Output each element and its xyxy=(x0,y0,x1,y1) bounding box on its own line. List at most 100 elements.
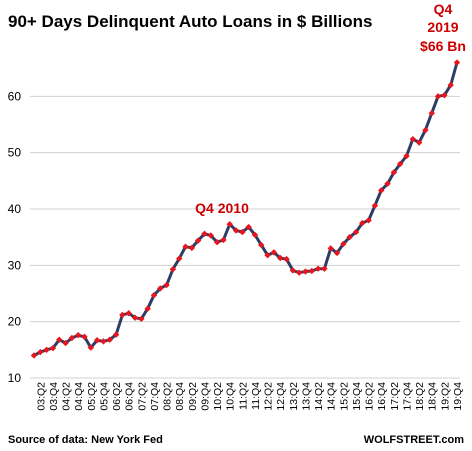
x-tick-label: 17:Q2 xyxy=(389,382,401,411)
data-point xyxy=(93,337,101,344)
series-group xyxy=(30,59,461,359)
x-axis-ticks: 03:Q2 03:Q4 04:Q2 04:Q4 05:Q2 05:Q4 06:Q2 06:Q4… xyxy=(35,382,464,411)
data-point xyxy=(390,169,398,176)
data-point xyxy=(30,352,38,359)
data-point xyxy=(176,255,183,262)
annotation-q4: Q4 xyxy=(434,1,453,17)
data-point xyxy=(371,202,379,209)
x-tick-label: 07:Q4 xyxy=(149,382,161,411)
data-point xyxy=(428,110,435,117)
data-point xyxy=(447,81,454,89)
data-point xyxy=(403,152,410,160)
data-point xyxy=(352,228,360,236)
x-tick-label: 10:Q4 xyxy=(225,382,237,411)
x-tick-label: 19:Q2 xyxy=(439,382,451,411)
source-note: Source of data: New York Fed xyxy=(8,434,163,446)
x-tick-label: 07:Q2 xyxy=(136,382,148,411)
brand-label: WOLFSTREET.com xyxy=(364,434,464,446)
data-point xyxy=(359,219,366,227)
data-point xyxy=(87,344,95,351)
data-point xyxy=(365,217,372,224)
data-point xyxy=(270,249,278,256)
data-point xyxy=(396,160,404,168)
x-tick-label: 18:Q4 xyxy=(427,382,439,411)
data-point xyxy=(106,336,113,343)
x-tick-label: 15:Q4 xyxy=(351,382,363,411)
data-point xyxy=(119,311,126,319)
data-point xyxy=(333,249,341,257)
x-tick-label: 08:Q2 xyxy=(162,382,174,411)
data-point xyxy=(49,344,57,352)
data-point xyxy=(327,245,334,252)
y-axis-ticks: 10 20 30 40 50 60 xyxy=(8,89,22,385)
data-point xyxy=(220,236,227,244)
x-tick-label: 16:Q2 xyxy=(364,382,376,411)
data-point xyxy=(169,266,177,273)
x-tick-label: 15:Q2 xyxy=(338,382,350,411)
x-tick-label: 11:Q2 xyxy=(237,382,249,410)
data-point xyxy=(378,187,385,194)
x-tick-label: 06:Q4 xyxy=(124,382,136,411)
data-point xyxy=(308,267,315,275)
y-tick-label: 30 xyxy=(8,258,22,272)
y-tick-label: 20 xyxy=(8,315,22,329)
x-tick-label: 13:Q4 xyxy=(300,382,312,411)
data-point xyxy=(434,93,442,100)
data-point xyxy=(245,223,252,231)
data-point xyxy=(125,310,132,317)
data-point xyxy=(409,135,417,143)
annotation-66bn: $66 Bn xyxy=(420,38,466,54)
data-point xyxy=(258,241,265,249)
data-point xyxy=(295,269,303,276)
x-tick-label: 13:Q2 xyxy=(288,382,300,411)
data-point xyxy=(68,334,76,342)
x-tick-label: 03:Q4 xyxy=(48,382,60,411)
data-point xyxy=(340,240,347,248)
x-tick-label: 09:Q4 xyxy=(199,382,211,411)
data-point xyxy=(100,338,107,345)
data-point xyxy=(201,230,208,237)
data-point xyxy=(277,254,284,262)
data-point xyxy=(289,267,297,274)
data-point xyxy=(283,255,290,263)
data-point xyxy=(131,314,139,321)
data-point xyxy=(207,232,214,239)
data-point xyxy=(81,333,88,341)
data-point xyxy=(37,348,44,356)
data-point xyxy=(62,339,69,347)
x-tick-label: 18:Q2 xyxy=(414,382,426,411)
data-point xyxy=(43,346,50,354)
data-point xyxy=(441,92,448,99)
data-point xyxy=(112,331,120,338)
x-tick-label: 10:Q2 xyxy=(212,382,224,411)
y-tick-label: 60 xyxy=(8,89,22,103)
data-point xyxy=(182,243,189,250)
y-tick-label: 40 xyxy=(8,202,22,216)
gridlines xyxy=(30,95,460,379)
data-point xyxy=(314,265,322,272)
data-point xyxy=(264,251,271,259)
x-tick-label: 05:Q4 xyxy=(98,382,110,411)
x-tick-label: 06:Q2 xyxy=(111,382,123,411)
data-point xyxy=(321,265,328,272)
data-point xyxy=(150,291,158,299)
data-point xyxy=(422,126,429,134)
data-point xyxy=(226,221,233,228)
x-tick-label: 11:Q4 xyxy=(250,382,262,410)
chart-title: 90+ Days Delinquent Auto Loans in $ Bill… xyxy=(8,12,372,31)
data-point xyxy=(302,268,309,275)
y-tick-label: 50 xyxy=(8,146,22,160)
x-tick-label: 12:Q2 xyxy=(263,382,275,411)
data-point xyxy=(163,281,170,289)
data-point xyxy=(188,244,196,252)
data-point xyxy=(74,331,82,339)
annotation-q4-2010: Q4 2010 xyxy=(195,200,249,216)
y-tick-label: 10 xyxy=(8,371,22,385)
data-point xyxy=(157,285,164,292)
x-tick-label: 09:Q2 xyxy=(187,382,199,411)
data-point xyxy=(56,336,63,343)
data-point xyxy=(232,227,240,234)
x-tick-label: 14:Q2 xyxy=(313,382,325,411)
x-tick-label: 04:Q4 xyxy=(73,382,85,411)
